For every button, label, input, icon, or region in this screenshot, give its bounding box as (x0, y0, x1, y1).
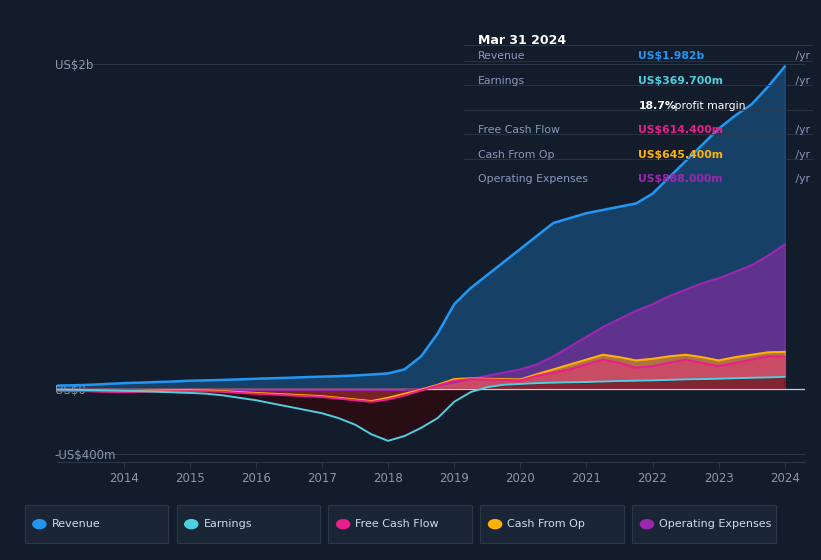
Text: US$645.400m: US$645.400m (639, 150, 723, 160)
Text: Cash From Op: Cash From Op (507, 519, 585, 529)
Text: Earnings: Earnings (478, 76, 525, 86)
Text: Revenue: Revenue (52, 519, 100, 529)
Text: /yr: /yr (791, 52, 810, 62)
Text: US$614.400m: US$614.400m (639, 125, 723, 135)
Text: Cash From Op: Cash From Op (478, 150, 554, 160)
Text: Free Cash Flow: Free Cash Flow (478, 125, 560, 135)
Text: /yr: /yr (791, 150, 810, 160)
Text: US$369.700m: US$369.700m (639, 76, 723, 86)
Text: 18.7%: 18.7% (639, 100, 677, 110)
Text: /yr: /yr (791, 174, 810, 184)
Text: /yr: /yr (791, 125, 810, 135)
Text: profit margin: profit margin (672, 100, 746, 110)
Text: Mar 31 2024: Mar 31 2024 (478, 34, 566, 46)
Text: Operating Expenses: Operating Expenses (478, 174, 588, 184)
Text: Revenue: Revenue (478, 52, 525, 62)
Text: Earnings: Earnings (204, 519, 252, 529)
Text: US$1.982b: US$1.982b (639, 52, 704, 62)
Text: Operating Expenses: Operating Expenses (659, 519, 772, 529)
Text: US$888.000m: US$888.000m (639, 174, 723, 184)
Text: Free Cash Flow: Free Cash Flow (355, 519, 439, 529)
Text: /yr: /yr (791, 76, 810, 86)
